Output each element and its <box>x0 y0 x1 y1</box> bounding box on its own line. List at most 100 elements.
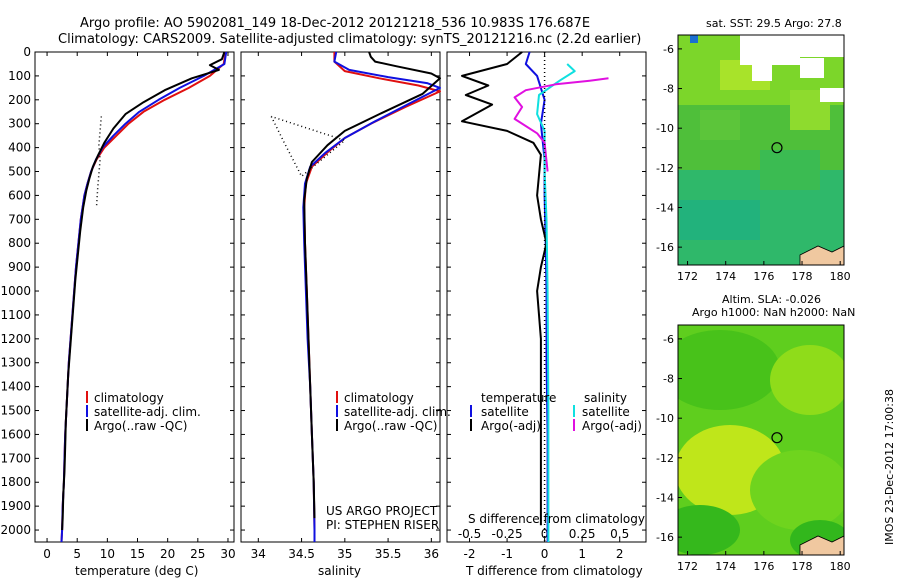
legend-swatch-climatology <box>336 391 338 403</box>
map-x-tick-label: 180 <box>830 560 851 573</box>
legend-label: Argo(..raw -QC) <box>344 419 437 433</box>
map-y-tick-label: -10 <box>656 412 674 425</box>
sla-map-subtitle: Argo h1000: NaN h2000: NaN <box>692 306 855 319</box>
x-tick-label: -2 <box>464 547 476 561</box>
x-tick-label: 20 <box>160 547 175 561</box>
difference-xlabel: T difference from climatology <box>465 564 643 578</box>
map-x-tick-label: 172 <box>677 560 698 573</box>
legend-swatch-satellite <box>336 405 338 417</box>
y-tick-label: 500 <box>8 165 31 179</box>
map-y-tick-label: -8 <box>663 83 674 96</box>
temperature-xlabel: temperature (deg C) <box>75 564 198 578</box>
x-tick-label-s: 0.25 <box>569 527 596 541</box>
x-tick-label: 30 <box>220 547 235 561</box>
x-tick-label: 0 <box>541 547 549 561</box>
map-x-tick-label: 178 <box>792 270 813 283</box>
difference-legend: temperature salinity satellite Argo(-adj… <box>470 391 642 433</box>
x-tick-label: 36 <box>424 547 439 561</box>
temperature-series <box>60 51 228 543</box>
legend-label: climatology <box>344 391 414 405</box>
legend-swatch-climatology <box>86 391 88 403</box>
series-line-dotted <box>95 116 103 208</box>
legend-label: Argo(..raw -QC) <box>94 419 187 433</box>
sst-map-title: sat. SST: 29.5 Argo: 27.8 <box>706 17 842 30</box>
map-x-tick-label: 172 <box>677 270 698 283</box>
x-tick-label-s: 0 <box>541 527 549 541</box>
x-tick-label: -1 <box>501 547 513 561</box>
series-line-satellite-adj-clim- <box>302 51 441 542</box>
series-line-argo-raw-qc- <box>303 51 441 519</box>
series-line-satellite <box>536 63 576 542</box>
legend-label: Argo(-adj) <box>481 419 541 433</box>
legend-swatch-satellite <box>86 405 88 417</box>
legend-swatch-satellite-T <box>470 405 472 417</box>
header-line-2: Climatology: CARS2009. Satellite-adjuste… <box>58 32 641 47</box>
header-line-1: Argo profile: AO 5902081_149 18-Dec-2012… <box>80 16 590 31</box>
salinity-axes <box>240 51 441 543</box>
legend-swatch-satellite-S <box>573 405 575 417</box>
series-line-argo-adj- <box>461 51 548 526</box>
map-y-tick-label: -14 <box>656 492 674 505</box>
map-y-tick-label: -16 <box>656 241 674 254</box>
y-tick-label: 1700 <box>0 451 31 465</box>
legend-swatch-argo-T <box>470 419 472 431</box>
legend-title-temperature: temperature <box>481 391 556 405</box>
temperature-axis-ticks: 0 5 10 15 20 25 300100200300400500600700800900… <box>0 45 235 561</box>
x-tick-label: 5 <box>73 547 81 561</box>
map-x-tick-label: 174 <box>715 270 736 283</box>
y-tick-label: 0 <box>23 45 31 59</box>
map-x-tick-label: 176 <box>753 560 774 573</box>
y-tick-label: 800 <box>8 236 31 250</box>
x-tick-label-s: -0.5 <box>458 527 481 541</box>
y-tick-label: 1900 <box>0 499 31 513</box>
map-x-tick-label: 174 <box>715 560 736 573</box>
legend-title-salinity: salinity <box>584 391 627 405</box>
sst-map-ticks: 172 174 176 178 180 -6 -8 -10 -12 -14 -16 <box>656 43 851 283</box>
y-tick-label: 1200 <box>0 332 31 346</box>
map-x-tick-label: 176 <box>753 270 774 283</box>
difference-series <box>461 51 609 542</box>
x-tick-label: 35.5 <box>375 547 402 561</box>
salinity-axis-ticks: 34 34.5 35 35.5 36 <box>241 51 440 561</box>
x-tick-label: 25 <box>190 547 205 561</box>
series-line-satellite-adj-clim- <box>60 51 228 543</box>
y-tick-label: 1100 <box>0 308 31 322</box>
imos-timestamp: IMOS 23-Dec-2012 17:00:38 <box>883 389 896 545</box>
y-tick-label: 900 <box>8 260 31 274</box>
map-y-tick-label: -6 <box>663 333 674 346</box>
series-line-argo-adj- <box>513 77 609 172</box>
y-tick-label: 1800 <box>0 475 31 489</box>
y-tick-label: 400 <box>8 141 31 155</box>
series-line-climatology <box>303 52 441 542</box>
y-tick-label: 1600 <box>0 427 31 441</box>
y-tick-label: 2000 <box>0 523 31 537</box>
sla-map-title: Altim. SLA: -0.026 <box>722 293 821 306</box>
x-tick-label-s: -0.25 <box>492 527 523 541</box>
salinity-xlabel: salinity <box>318 564 361 578</box>
map-y-tick-label: -10 <box>656 122 674 135</box>
y-tick-label: 600 <box>8 188 31 202</box>
map-y-tick-label: -14 <box>656 202 674 215</box>
series-line-climatology <box>60 51 227 543</box>
map-y-tick-label: -16 <box>656 531 674 544</box>
series-line-dotted <box>270 115 346 178</box>
difference-xlabel-top: S difference from climatology <box>468 512 645 526</box>
map-x-tick-label: 180 <box>830 270 851 283</box>
y-tick-label: 1400 <box>0 380 31 394</box>
legend-swatch-argo <box>336 419 338 431</box>
x-tick-label: 0 <box>43 547 51 561</box>
legend-swatch-argo <box>86 419 88 431</box>
pi-annotation: PI: STEPHEN RISER <box>326 518 439 532</box>
map-y-tick-label: -12 <box>656 162 674 175</box>
x-tick-label: 2 <box>616 547 624 561</box>
difference-axes <box>446 51 647 543</box>
sla-map-frame <box>677 324 845 556</box>
legend-label: satellite <box>582 405 630 419</box>
y-tick-label: 200 <box>8 93 31 107</box>
legend-label: satellite-adj. clim. <box>94 405 201 419</box>
sla-heatmap <box>678 325 844 555</box>
sst-heatmap <box>678 35 844 265</box>
legend-label: Argo(-adj) <box>582 419 642 433</box>
map-y-tick-label: -6 <box>663 43 674 56</box>
y-tick-label: 300 <box>8 117 31 131</box>
